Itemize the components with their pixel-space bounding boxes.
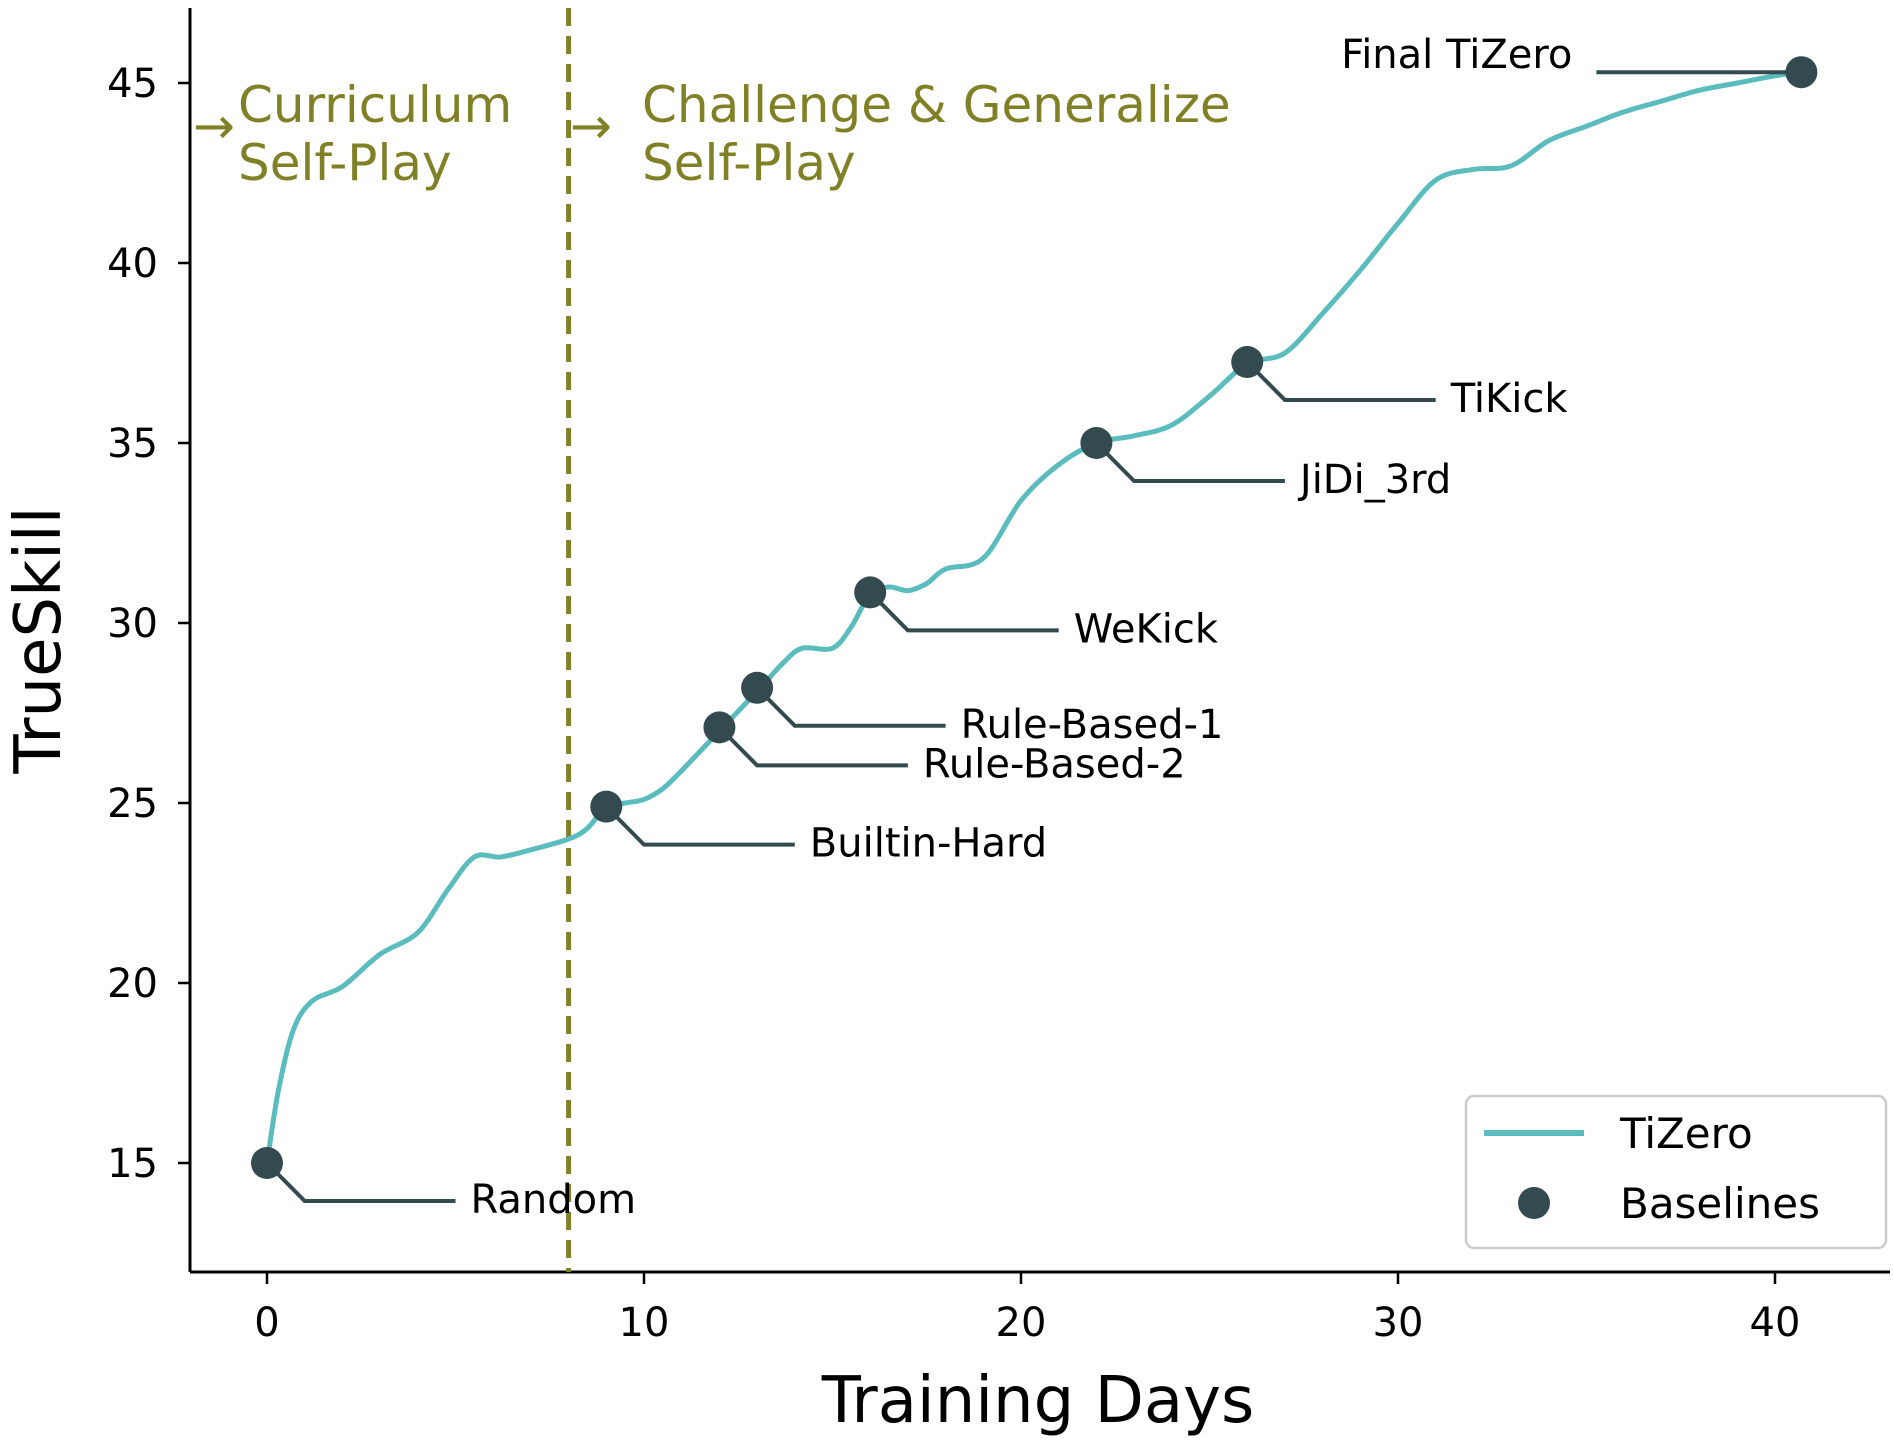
baseline-leader-line — [604, 805, 795, 847]
baseline-marker — [703, 711, 736, 744]
legend: TiZero Baselines — [1464, 1094, 1888, 1250]
baseline-label: Rule-Based-2 — [923, 741, 1186, 787]
x-tick-label: 40 — [1750, 1300, 1801, 1346]
baseline-leader-line — [1094, 441, 1285, 483]
phase-2-line-1: Challenge & Generalize — [642, 76, 1231, 134]
x-axis-title: Training Days — [821, 1364, 1255, 1438]
legend-baselines-label: Baselines — [1620, 1179, 1820, 1228]
baseline-label: Builtin-Hard — [810, 821, 1047, 867]
baselines-group: Random Builtin-Hard Rule-Based-2Rule-Based… — [251, 32, 1818, 1223]
y-ticks: 15 20 25 30 35 40 45 — [107, 61, 190, 1187]
phase-arrow-2: → — [570, 97, 612, 155]
baseline-label: TiKick — [1450, 376, 1569, 422]
baseline-marker — [854, 576, 887, 609]
phase-2-line-2: Self-Play — [642, 134, 856, 192]
x-tick-label: 0 — [254, 1300, 279, 1346]
baseline-label: WeKick — [1074, 606, 1219, 652]
tizero-series-group — [264, 69, 1804, 1166]
legend-baselines-swatch — [1518, 1187, 1550, 1219]
phase-arrow-1: → — [193, 97, 235, 155]
y-tick-label: 25 — [107, 781, 158, 827]
baseline-leader-line — [868, 590, 1059, 633]
baseline-marker — [590, 790, 623, 823]
baseline-marker — [251, 1147, 283, 1179]
baseline-marker — [741, 671, 774, 704]
y-tick-label: 15 — [107, 1141, 158, 1187]
tizero-line — [264, 69, 1804, 1166]
baseline-marker — [1785, 56, 1818, 89]
y-tick-label: 45 — [107, 61, 158, 107]
baseline-label: Rule-Based-1 — [961, 702, 1224, 748]
x-ticks: 0 10 20 30 40 — [254, 1272, 1800, 1346]
x-tick-label: 20 — [996, 1300, 1047, 1346]
baseline-leader-line — [265, 1161, 456, 1203]
phase-labels: → Curriculum Self-Play → Challenge & Gen… — [193, 76, 1231, 192]
baseline-marker — [1231, 346, 1264, 378]
phase-1-line-1: Curriculum — [238, 76, 512, 134]
phase-1-line-2: Self-Play — [238, 134, 452, 192]
axes: 0 10 20 30 40 15 20 25 30 35 40 45 Training Days T… — [2, 8, 1890, 1438]
baseline-label: JiDi_3rd — [1297, 457, 1451, 503]
x-tick-label: 30 — [1373, 1300, 1424, 1346]
baseline-leader-line — [755, 686, 946, 728]
y-tick-label: 30 — [107, 601, 158, 647]
legend-tizero-label: TiZero — [1619, 1109, 1753, 1158]
y-tick-label: 20 — [107, 961, 158, 1007]
baseline-label: Final TiZero — [1341, 32, 1572, 78]
baseline-marker — [1080, 427, 1113, 459]
x-tick-label: 10 — [619, 1300, 670, 1346]
y-tick-label: 40 — [107, 241, 158, 287]
baseline-leader-line — [717, 725, 908, 768]
baseline-leader-line — [1245, 360, 1436, 402]
y-axis-title: TrueSkill — [2, 507, 76, 775]
baseline-label: Random — [471, 1177, 637, 1223]
y-tick-label: 35 — [107, 421, 158, 467]
